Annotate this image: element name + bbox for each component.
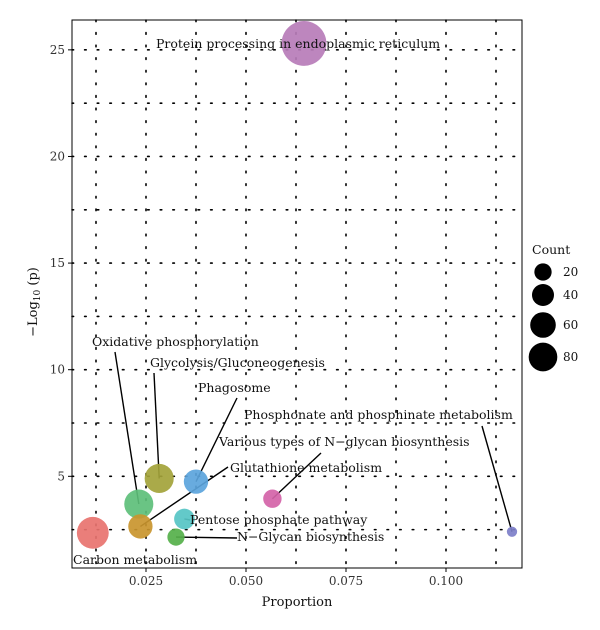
y-tick-label: 5 [57,469,65,483]
label-connector [481,425,513,532]
y-tick-label: 15 [50,256,65,270]
data-point [183,469,209,494]
data-point [263,489,282,508]
data-label: Pentose phosphate pathway [190,512,368,527]
grid [71,19,523,569]
label-connector [195,397,238,482]
data-point [144,463,174,493]
y-axis-title-main: −Log [26,301,41,337]
label-connector [114,351,140,505]
y-tick-label: 10 [50,363,65,377]
data-label: Various types of N−glycan biosynthesis [218,434,470,449]
data-label: Glutathione metabolism [230,460,382,475]
legend-size-label: 40 [563,288,578,302]
legend-size-circle [530,312,556,338]
data-point [128,514,153,539]
label-connector [153,372,160,479]
legend-size-circle [534,263,552,281]
data-point [281,21,327,66]
y-axis-title-subscript: 10 [33,289,43,301]
data-label: Oxidative phosphorylation [92,334,259,349]
legend-size-label: 60 [563,318,578,332]
data-point [506,526,518,537]
label-connector [175,536,238,539]
y-tick-label: 20 [50,149,65,163]
y-tick-label: 25 [50,43,65,57]
point-labels: Protein processing in endoplasmic reticu… [73,36,513,567]
plot-frame [71,19,523,569]
x-tick-label: 0.100 [429,574,463,588]
x-axis-title: Proportion [262,595,333,610]
x-tick-label: 0.050 [229,574,263,588]
legend-size-circle [531,283,555,307]
data-point [76,516,109,549]
x-tick-label: 0.025 [129,574,163,588]
data-point [124,489,154,519]
data-points [76,21,518,549]
y-axis-title-tail: (p) [26,267,41,290]
data-label: Phagosome [198,380,271,395]
legend-size-label: 20 [563,265,578,279]
legend-size-label: 80 [563,350,578,364]
data-point [174,508,195,530]
size-legend: Count 20 40 60 80 [528,242,578,372]
legend-title: Count [532,242,570,257]
data-label: N−Glycan biosynthesis [237,529,384,544]
data-label: Carbon metabolism [73,552,197,567]
data-label: Phosphonate and phosphinate metabolism [244,407,513,422]
data-label: Protein processing in endoplasmic reticu… [156,36,440,51]
label-connector [140,466,229,527]
label-connector [271,452,322,500]
x-tick-label: 0.075 [329,574,363,588]
data-point [167,528,185,546]
axes: 0.025 0.050 0.075 0.100 5 10 15 20 25 [50,43,463,588]
legend-size-circle [528,342,558,372]
label-connectors [114,351,513,539]
data-label: Glycolysis/Gluconeogenesis [150,355,325,370]
y-axis-title: −Log10 (p) [26,267,43,337]
